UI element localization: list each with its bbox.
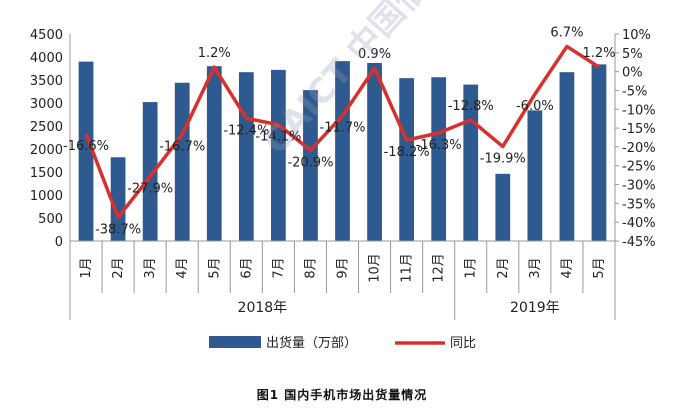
yoy-line [84,44,600,220]
data-label: -14.1% [255,130,301,145]
bar [431,77,447,242]
left-tick-label: 4000 [30,51,63,66]
category-label: 9月 [336,257,351,278]
right-tick-label: -15% [622,122,656,137]
year-label: 2019年 [510,300,560,316]
chart-svg: 0 500 1000 1500 2000 2500 3000 3500 4000 4500 10% 5… [30,25,656,351]
category-label: 10月 [368,253,383,283]
bar [238,72,254,242]
bar [335,61,350,241]
data-label: -16.3% [416,138,462,153]
figure-caption: 图1 国内手机市场出货量情况 [256,388,428,402]
right-tick-label: -5% [622,84,647,99]
data-label: -12.8% [448,99,494,114]
right-tick-label: -30% [622,179,656,194]
left-tick-label: 2000 [30,143,63,158]
category-label: 3月 [143,257,158,278]
category-label: 12月 [432,253,447,283]
bar [110,157,126,241]
category-label: 4月 [560,257,575,278]
right-tick-label: -45% [622,235,656,250]
left-tick-label: 500 [38,212,63,227]
category-label: 4月 [175,257,190,278]
data-label: -38.7% [95,222,141,237]
right-tick-label: -10% [622,103,656,118]
category-label: 2月 [496,257,511,278]
category-label: 5月 [207,257,222,278]
bar [559,72,575,242]
bar [367,62,382,242]
left-tick-label: 1500 [30,166,63,181]
bar [174,82,190,241]
data-label: -19.9% [480,152,526,167]
bar [591,64,607,241]
data-label: -12.4% [223,123,269,138]
data-label: -6.0% [516,99,554,114]
bar [303,90,318,242]
category-label: 11月 [400,253,415,283]
legend-line-label: 同比 [450,336,476,351]
data-label: 6.7% [550,25,583,40]
left-tick-label: 0 [55,235,63,250]
data-label: 1.2% [198,46,231,61]
right-tick-label: -20% [622,141,656,156]
category-label: 2月 [111,257,126,278]
data-label: -11.7% [320,121,366,136]
category-label: 8月 [303,257,318,278]
data-label: 0.9% [358,47,391,62]
bar [399,78,414,241]
category-label: 6月 [239,257,254,278]
data-label: -27.9% [127,182,173,197]
left-tick-label: 3000 [30,97,63,112]
right-tick-label: -40% [622,216,656,231]
data-label: 1.2% [582,46,615,61]
right-tick-label: 5% [622,47,643,62]
year-label: 2018年 [238,300,288,316]
category-label: 7月 [271,257,286,278]
bar [271,69,286,241]
category-label: 3月 [528,257,543,278]
bar [78,61,94,241]
legend-bar-swatch [209,336,261,348]
bar [142,102,158,241]
left-tick-label: 1000 [30,189,63,204]
bar [495,173,511,241]
legend-bar-label: 出货量（万部） [266,335,357,351]
bar [527,110,543,241]
right-tick-label: 10% [622,28,651,43]
category-label: 5月 [592,257,607,278]
category-label: 1月 [464,257,479,278]
left-tick-label: 3500 [30,74,63,89]
right-tick-label: -25% [622,160,656,175]
data-label: -16.6% [63,139,109,154]
left-tick-label: 4500 [30,28,63,43]
data-label: -18.2% [384,145,430,160]
right-tick-label: -35% [622,197,656,212]
data-label: -16.7% [159,139,205,154]
bar [206,66,222,241]
left-tick-label: 2500 [30,120,63,135]
category-label: 1月 [79,257,94,278]
right-tick-label: 0% [622,66,643,81]
data-label: -20.9% [287,155,333,170]
